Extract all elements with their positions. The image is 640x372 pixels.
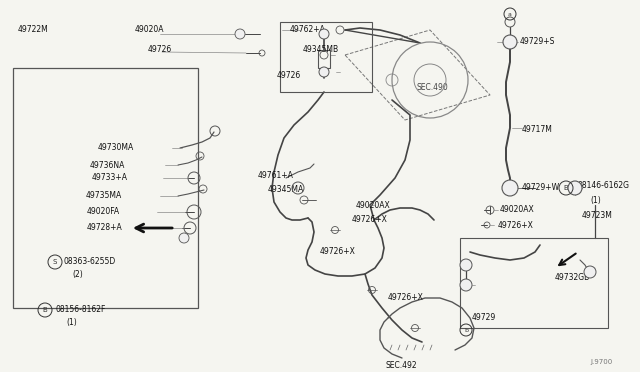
Text: 49345MB: 49345MB [303,45,339,55]
Text: 49345MA: 49345MA [268,186,304,195]
Text: (1): (1) [66,318,77,327]
Bar [318,50,330,68]
Circle shape [235,29,245,39]
Text: 08363-6255D: 08363-6255D [64,257,116,266]
Circle shape [568,181,582,195]
Text: b: b [464,327,468,333]
Text: 49732GB: 49732GB [555,273,590,282]
Text: 49726+X: 49726+X [352,215,388,224]
Bar [13,68,198,308]
Text: SEC.492: SEC.492 [385,360,417,369]
Text: 49729+W: 49729+W [522,183,560,192]
Text: 49726: 49726 [148,45,172,55]
Circle shape [460,279,472,291]
Bar [460,238,608,328]
Text: 49736NA: 49736NA [90,160,125,170]
Circle shape [460,259,472,271]
Circle shape [502,180,518,196]
Text: 49726+X: 49726+X [498,221,534,230]
Text: 49020A: 49020A [135,26,164,35]
Circle shape [584,266,596,278]
Text: S: S [53,259,57,265]
Text: 49020AX: 49020AX [500,205,535,215]
Circle shape [319,29,329,39]
Text: 49722M: 49722M [18,26,49,35]
Text: 49723M: 49723M [582,211,613,219]
Text: a: a [508,12,512,16]
Text: 49717M: 49717M [522,125,553,135]
Text: 08146-6162G: 08146-6162G [578,180,630,189]
Text: (1): (1) [590,196,601,205]
Circle shape [319,67,329,77]
Text: 49735MA: 49735MA [86,192,122,201]
Text: 08156-8162F: 08156-8162F [56,305,106,314]
Text: 49762+A: 49762+A [290,26,326,35]
Text: 49726: 49726 [277,71,301,80]
Bar [280,22,372,92]
Text: SEC.490: SEC.490 [416,83,448,93]
Text: 49733+A: 49733+A [92,173,128,183]
Text: 49726+X: 49726+X [320,247,356,257]
Text: J.9700: J.9700 [590,359,612,365]
Circle shape [179,233,189,243]
Text: 49729+S: 49729+S [520,38,556,46]
Text: 49020AX: 49020AX [356,201,391,209]
Text: 49729: 49729 [472,314,496,323]
Text: 49728+A: 49728+A [87,224,123,232]
Text: 49020FA: 49020FA [87,208,120,217]
Text: (2): (2) [72,270,83,279]
Text: 49761+A: 49761+A [258,170,294,180]
Text: 49730MA: 49730MA [98,144,134,153]
Circle shape [503,35,517,49]
Text: B: B [43,307,47,313]
Text: 49726+X: 49726+X [388,294,424,302]
Text: B: B [564,185,568,191]
